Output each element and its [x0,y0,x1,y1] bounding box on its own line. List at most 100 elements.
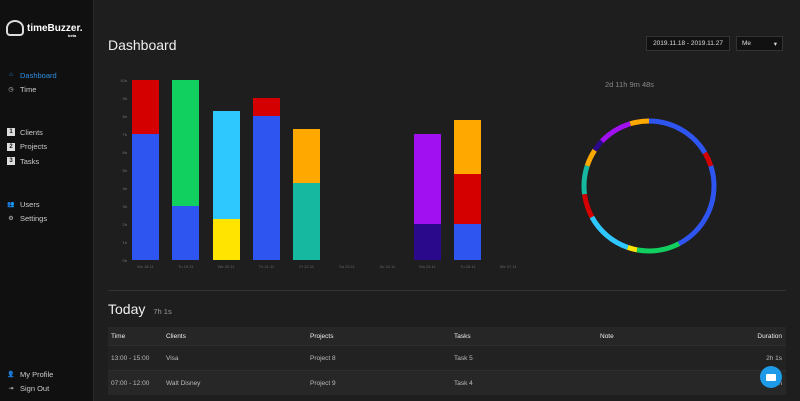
number-3-icon: 3 [7,157,15,166]
app-name: timeBuzzer. [27,22,83,34]
y-tick: 7h [122,132,127,137]
total-duration: 2d 11h 9m 48s [605,80,655,89]
bar-stack[interactable] [212,110,240,260]
divider [108,290,786,291]
bar-segment[interactable] [212,110,240,219]
cell-duration: 2h 1s [766,354,782,362]
envelope-icon [766,373,776,381]
nav-admin: 👥 Users ⚙ Settings [7,197,47,226]
today-heading: Today 7h 1s [108,301,172,317]
bar-segment[interactable] [252,98,280,116]
logo[interactable]: timeBuzzer. beta [6,20,83,38]
x-tick: Tu 19.11 [178,264,194,269]
donut-segment[interactable] [581,118,717,254]
y-tick: 5h [122,168,127,173]
bar-stack[interactable] [454,119,482,260]
sidebar-item-dashboard[interactable]: ⌂ Dashboard [7,68,57,83]
table-header: Time Clients Projects Tasks Note Duratio… [108,327,786,345]
sidebar-item-time[interactable]: ◷ Time [8,85,37,95]
y-tick: 10h [120,78,127,83]
home-icon: ⌂ [9,72,13,79]
bar-segment[interactable] [414,134,442,224]
col-tasks[interactable]: Tasks [454,332,471,340]
y-tick: 8h [122,114,127,119]
sidebar-item-users[interactable]: 👥 Users [7,199,40,209]
y-tick: 2h [122,222,127,227]
cell-project: Project 9 [310,379,336,387]
date-range-picker[interactable]: 2019.11.18 - 2019.11.27 [646,36,730,51]
cell-project: Project 8 [310,354,336,362]
bar-segment[interactable] [293,128,321,183]
bar-segment[interactable] [132,134,159,260]
x-tick: Sa 23.11 [339,264,355,269]
col-duration[interactable]: Duration [757,332,782,340]
sign-out-icon: ⇥ [8,386,14,393]
donut-chart [581,118,717,254]
x-tick: Mo 18.11 [137,264,154,269]
x-tick: Th 21.11 [258,264,275,269]
bar-segment[interactable] [454,224,482,260]
bar-stack[interactable] [293,128,321,260]
y-tick: 0h [122,258,127,263]
cell-client: Visa [166,354,179,362]
col-projects[interactable]: Projects [310,332,334,340]
bar-segment[interactable] [293,182,321,260]
today-table: Time Clients Projects Tasks Note Duratio… [108,327,786,395]
buzzer-icon [6,20,24,36]
x-tick: We 27.11 [499,264,517,269]
bar-segment[interactable] [132,80,159,134]
x-tick: Tu 26.11 [460,264,476,269]
cell-task: Task 4 [454,379,473,387]
y-tick: 6h [122,150,127,155]
page-title: Dashboard [108,37,177,53]
sidebar-item-settings[interactable]: ⚙ Settings [8,214,48,224]
caret-down-icon: ▾ [773,40,777,48]
bar-segment[interactable] [414,224,442,260]
y-tick: 4h [122,186,127,191]
bar-segment[interactable] [454,119,482,174]
number-1-icon: 1 [7,128,15,137]
sidebar-item-sign-out[interactable]: ⇥ Sign Out [8,384,50,394]
clock-icon: ◷ [8,87,14,94]
user-icon: 👤 [7,371,15,378]
cell-time: 07:00 - 12:00 [111,379,150,387]
main-content: Dashboard 2019.11.18 - 2019.11.27 Me ▾ 0… [95,0,800,401]
donut-segment[interactable] [581,118,717,254]
today-duration: 7h 1s [153,307,172,316]
beta-badge: beta [68,33,77,38]
sidebar-item-tasks[interactable]: 3 Tasks [7,154,47,169]
table-row[interactable]: 07:00 - 12:00 Walt Disney Project 9 Task… [108,370,786,395]
cell-time: 13:00 - 15:00 [111,354,150,362]
bar-segment[interactable] [252,116,280,260]
col-time[interactable]: Time [111,332,126,340]
col-note[interactable]: Note [600,332,614,340]
stacked-bar-chart: 0h 1h 2h 3h 4h 5h 6h 7h 8h 9h 10h Mo 18.11 Tu 19.11 W… [103,76,516,276]
table-row[interactable]: 13:00 - 15:00 Visa Project 8 Task 5 2h 1… [108,345,786,370]
number-2-icon: 2 [7,142,15,151]
bar-segment[interactable] [172,206,200,260]
bar-segment[interactable] [212,218,240,260]
donut-segment[interactable] [581,118,717,254]
bar-segment[interactable] [454,173,482,224]
sidebar-item-projects[interactable]: 2 Projects [7,140,47,155]
y-tick: 1h [122,240,127,245]
x-tick: We 20.11 [217,264,235,269]
bar-stack[interactable] [172,80,200,260]
bar-segment[interactable] [172,80,200,206]
contact-button[interactable] [760,366,782,388]
y-tick: 3h [122,204,127,209]
sidebar-item-my-profile[interactable]: 👤 My Profile [7,369,54,379]
nav-account: 👤 My Profile ⇥ Sign Out [7,367,53,396]
x-tick: Su 24.11 [379,264,396,269]
bar-stack[interactable] [414,134,442,260]
sidebar-item-clients[interactable]: 1 Clients [7,125,47,140]
bar-stack[interactable] [132,80,159,260]
nav-data: 1 Clients 2 Projects 3 Tasks [7,125,47,169]
bar-stack[interactable] [252,98,280,260]
gear-icon: ⚙ [8,216,14,223]
cell-client: Walt Disney [166,379,201,387]
col-clients[interactable]: Clients [166,332,186,340]
donut-segment[interactable] [581,118,717,254]
user-filter-select[interactable]: Me ▾ [736,36,783,51]
users-icon: 👥 [7,201,15,208]
